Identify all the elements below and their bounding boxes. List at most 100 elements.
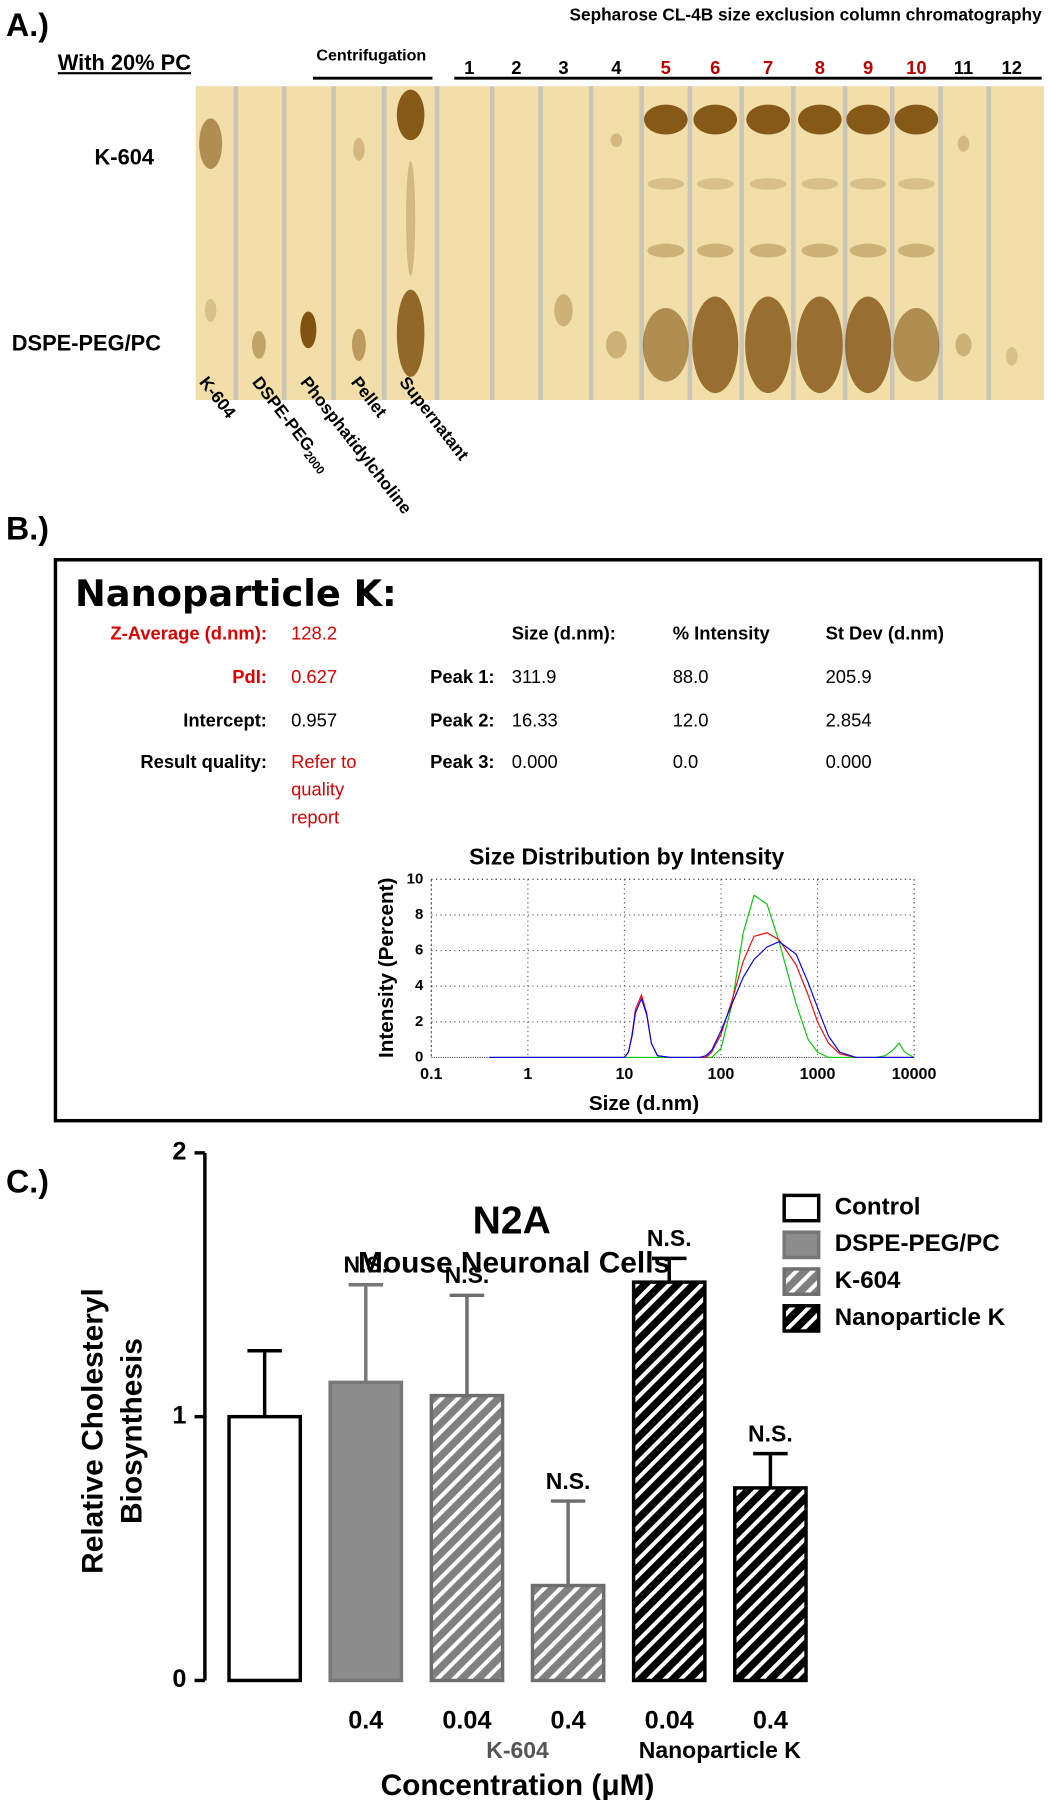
sample-header: With 20% PC xyxy=(58,50,191,75)
fraction-label: 3 xyxy=(558,57,568,78)
y-tick-label: 8 xyxy=(415,906,423,923)
bar xyxy=(733,1486,808,1683)
peak-label: Peak 1: xyxy=(430,666,494,687)
legend-label: Nanoparticle K xyxy=(835,1304,1006,1331)
x-tick-label: 0.04 xyxy=(645,1707,694,1735)
tlc-spot xyxy=(746,104,790,135)
tlc-spot xyxy=(693,104,738,135)
tlc-spot xyxy=(610,133,623,148)
tlc-spot xyxy=(797,104,842,135)
fraction-label: 7 xyxy=(763,57,773,78)
chart-subtitle: Mouse Neuronal Cells xyxy=(358,1246,670,1279)
fraction-label: 9 xyxy=(863,57,873,78)
fraction-label: 4 xyxy=(611,57,622,78)
tlc-spot xyxy=(893,308,940,382)
line-series xyxy=(489,932,915,1059)
x-tick-label: 1 xyxy=(523,1065,532,1083)
fraction-label: 11 xyxy=(954,57,973,78)
fraction-label: 2 xyxy=(511,57,521,78)
summary-label: Intercept: xyxy=(183,710,267,731)
tlc-spot xyxy=(642,308,689,382)
tlc-spot xyxy=(643,104,688,135)
y-tick-label: 6 xyxy=(415,942,423,959)
y-tick-label: 1 xyxy=(172,1401,186,1429)
x-tick-label: 0.4 xyxy=(348,1707,383,1735)
x-tick-label: 10000 xyxy=(892,1065,937,1083)
peak-value: 311.9 xyxy=(512,666,557,687)
peak-value: 88.0 xyxy=(673,666,709,687)
group-label: Nanoparticle K xyxy=(639,1737,802,1763)
tlc-spot xyxy=(199,118,223,169)
summary-value: quality xyxy=(291,779,345,800)
chart-title: N2A xyxy=(473,1199,551,1242)
peak-value: 205.9 xyxy=(826,666,872,687)
x-axis-label: Size (d.nm) xyxy=(589,1092,699,1115)
tlc-spot xyxy=(894,104,939,135)
y-tick-label: 10 xyxy=(407,870,424,887)
tlc-spot xyxy=(749,178,787,190)
row-label: K-604 xyxy=(95,144,155,169)
panel-label: B.) xyxy=(6,511,49,547)
summary-label: Z-Average (d.nm): xyxy=(110,622,267,643)
line-chart: Size Distribution by Intensity Size (d.nm… xyxy=(375,844,936,1115)
bar-chart: N2A Mouse Neuronal Cells Relative Choleste… xyxy=(76,1138,1005,1800)
panel-label: A.) xyxy=(6,7,49,43)
group-label: K-604 xyxy=(486,1737,549,1763)
fraction-label: 5 xyxy=(661,57,671,78)
line-series xyxy=(489,894,915,1059)
y-axis-label: Biosynthesis xyxy=(116,1338,149,1524)
peak-value: 2.854 xyxy=(826,710,872,731)
tlc-spot xyxy=(897,243,935,258)
tlc-spot xyxy=(845,296,892,394)
tlc-spot xyxy=(957,135,970,152)
value-label: N.S. xyxy=(343,1251,388,1277)
tlc-spot xyxy=(696,243,734,258)
table: Z-Average (d.nm): 128.2 PdI: 0.627 Intercept… xyxy=(110,622,944,827)
tlc-spot xyxy=(1006,347,1018,366)
tlc-spot xyxy=(252,331,266,359)
summary-value: report xyxy=(291,806,339,827)
legend-swatch xyxy=(782,1230,821,1260)
value-label: N.S. xyxy=(546,1468,591,1494)
x-tick-label: 0.1 xyxy=(420,1065,442,1083)
peak-header: % Intensity xyxy=(673,622,771,643)
fraction-label: 12 xyxy=(1002,57,1022,78)
y-tick-label: 0 xyxy=(172,1665,186,1693)
summary-value: 128.2 xyxy=(291,622,337,643)
value-label: N.S. xyxy=(748,1420,793,1446)
summary-value: Refer to xyxy=(291,751,356,772)
peak-header: St Dev (d.nm) xyxy=(826,622,944,643)
tlc-lanes xyxy=(199,86,1018,400)
tlc-spot xyxy=(897,178,935,190)
peak-header: Size (d.nm): xyxy=(512,622,616,643)
summary-label: Result quality: xyxy=(140,751,267,772)
legend-swatch xyxy=(782,1304,821,1333)
tlc-spot xyxy=(204,298,217,322)
y-axis-label: Intensity (Percent) xyxy=(375,878,398,1058)
tlc-spot xyxy=(696,178,734,190)
row-label: DSPE-PEG/PC xyxy=(12,331,161,356)
tlc-spot xyxy=(846,104,890,135)
tlc-spot xyxy=(353,137,365,161)
bar xyxy=(631,1280,707,1683)
y-tick-label: 2 xyxy=(415,1013,423,1030)
tlc-spot xyxy=(801,243,839,258)
tlc-spot xyxy=(606,331,627,359)
table-box xyxy=(53,558,1043,1123)
peak-value: 16.33 xyxy=(512,710,558,731)
tlc-spot xyxy=(396,289,425,378)
tlc-spot xyxy=(647,243,685,258)
tlc-spot xyxy=(554,294,573,327)
plot-frame xyxy=(430,878,915,1059)
lane-label-subscript: 2000 xyxy=(301,449,326,477)
chart-title: Size Distribution by Intensity xyxy=(469,844,784,870)
y-tick-label: 4 xyxy=(415,977,424,994)
panel-label: C.) xyxy=(6,1163,49,1199)
bar xyxy=(530,1583,606,1683)
tlc-spot xyxy=(647,178,685,190)
peak-value: 0.0 xyxy=(673,751,699,772)
tlc-spot xyxy=(692,296,739,394)
legend-label: Control xyxy=(835,1193,921,1220)
centrifugation-header: Centrifugation xyxy=(316,47,426,65)
